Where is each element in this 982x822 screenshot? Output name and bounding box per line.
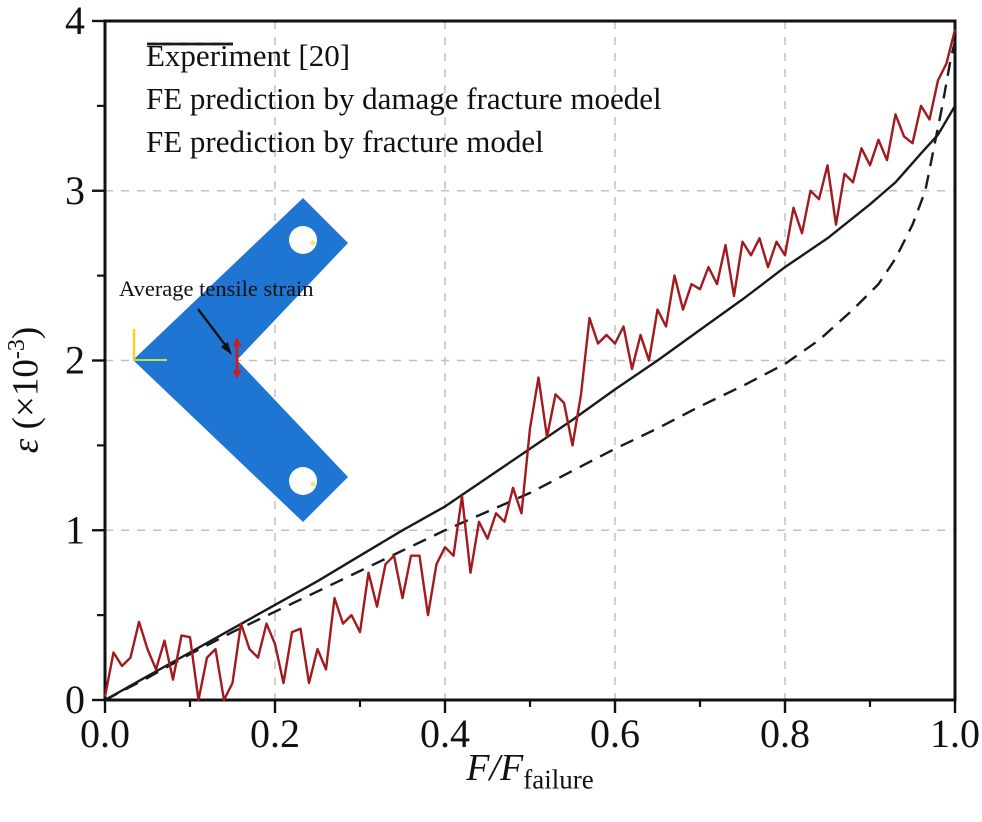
inset-annotation-label: Average tensile strain xyxy=(119,276,314,301)
y-tick-label: 2 xyxy=(65,338,85,383)
x-tick-label: 0.0 xyxy=(80,711,130,756)
x-axis-label-sub: failure xyxy=(523,764,594,795)
legend-label-fracture-model: FE prediction by fracture model xyxy=(146,124,544,159)
chart-legend: Experiment [20] FE prediction by damage … xyxy=(146,38,662,159)
x-tick-label: 0.4 xyxy=(420,711,470,756)
experiment-line xyxy=(103,29,957,702)
fracture-model-swatch xyxy=(147,42,233,46)
y-axis-label-pre: (×10 xyxy=(5,359,47,439)
specimen-hole-top xyxy=(289,226,317,254)
y-axis-label: ε (×10-3) xyxy=(4,240,52,540)
damage-model-line xyxy=(104,105,957,702)
legend-label-damage-model: FE prediction by damage fracture moedel xyxy=(146,81,662,116)
x-tick-label: 0.2 xyxy=(250,711,300,756)
x-tick-label: 1.0 xyxy=(930,711,980,756)
reference-point-marker xyxy=(310,481,316,487)
y-tick-label: 4 xyxy=(65,0,85,43)
x-tick-label: 0.6 xyxy=(590,711,640,756)
y-tick-label: 3 xyxy=(65,168,85,213)
x-axis-label-main: F/F xyxy=(466,747,524,789)
y-tick-label: 0 xyxy=(65,677,85,722)
y-axis-label-symbol: ε xyxy=(5,438,47,454)
strain-gauge-marker xyxy=(232,337,242,379)
legend-item-fracture-model: FE prediction by fracture model xyxy=(146,42,662,159)
x-axis-label: F/Ffailure xyxy=(105,746,955,796)
specimen-inset xyxy=(132,198,348,522)
specimen-hole-bottom xyxy=(289,467,317,495)
fracture-model-line xyxy=(104,41,957,702)
coordinate-triad-icon xyxy=(132,329,167,361)
legend-item-damage-model: FE prediction by damage fracture moedel xyxy=(146,42,662,116)
reference-point-marker xyxy=(310,240,316,246)
annotation-arrow xyxy=(197,308,232,355)
x-tick-label: 0.8 xyxy=(760,711,810,756)
specimen-shape xyxy=(133,198,348,522)
y-axis-label-sup: -3 xyxy=(4,339,30,360)
y-axis-label-post: ) xyxy=(5,326,47,340)
y-tick-label: 1 xyxy=(65,507,85,552)
